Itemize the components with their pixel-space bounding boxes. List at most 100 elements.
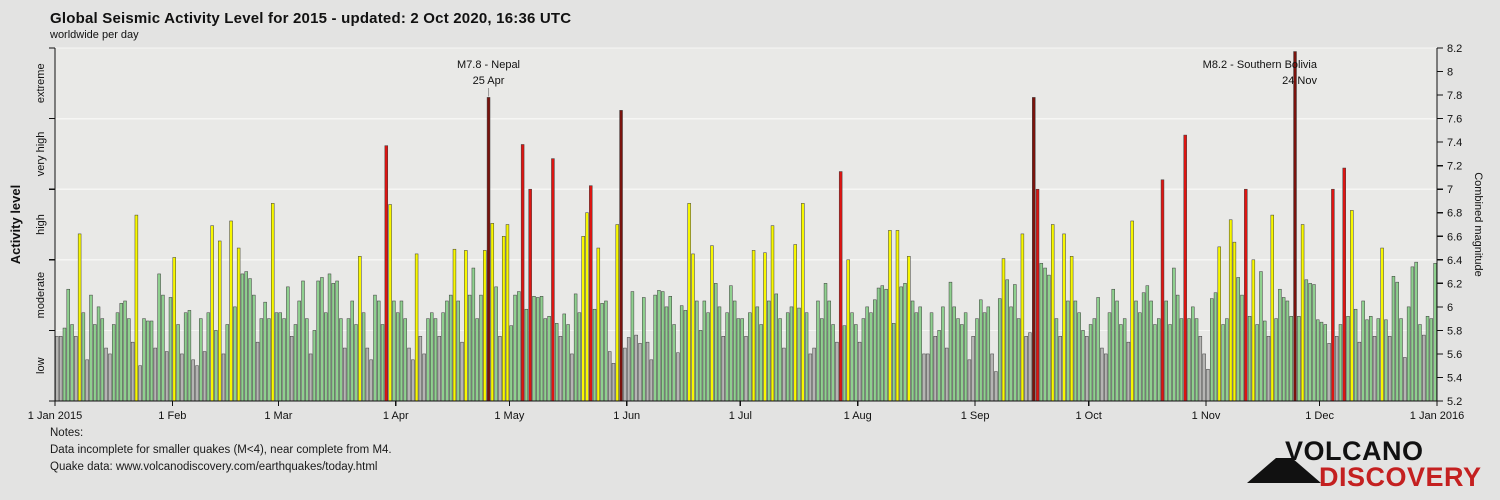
x-tick-label: 1 Feb bbox=[158, 410, 186, 422]
activity-bar bbox=[1334, 336, 1339, 402]
activity-bar bbox=[111, 324, 116, 402]
activity-bar bbox=[626, 337, 631, 402]
activity-bar bbox=[115, 312, 120, 402]
activity-bar bbox=[1240, 294, 1244, 402]
activity-bar bbox=[1164, 300, 1168, 402]
activity-bar bbox=[104, 347, 108, 402]
activity-bar bbox=[77, 233, 82, 402]
activity-bar bbox=[399, 300, 404, 402]
activity-bar bbox=[748, 312, 752, 402]
activity-bar bbox=[286, 286, 290, 402]
activity-bar bbox=[1346, 316, 1350, 402]
page-subtitle: worldwide per day bbox=[50, 29, 139, 41]
activity-bar bbox=[562, 313, 566, 402]
activity-bar bbox=[1047, 274, 1051, 402]
activity-bar bbox=[1130, 220, 1134, 402]
activity-bar bbox=[554, 323, 559, 402]
activity-bar bbox=[944, 347, 949, 402]
activity-bar bbox=[58, 336, 63, 402]
activity-bar bbox=[130, 341, 135, 402]
activity-bar bbox=[218, 240, 222, 402]
activity-bar bbox=[876, 287, 881, 402]
activity-bar bbox=[888, 230, 892, 402]
activity-bar bbox=[619, 110, 623, 402]
activity-bar bbox=[464, 250, 468, 402]
x-tick-label: 1 Jun bbox=[613, 410, 640, 422]
activity-bar bbox=[702, 300, 707, 402]
activity-bar bbox=[1058, 336, 1062, 402]
annotation-line1: M8.2 - Southern Bolivia bbox=[1203, 59, 1318, 71]
activity-bar bbox=[498, 336, 502, 402]
activity-bar bbox=[1013, 284, 1017, 402]
activity-bar bbox=[142, 318, 146, 402]
activity-bar bbox=[1406, 306, 1411, 402]
activity-bar bbox=[180, 353, 184, 402]
activity-bar bbox=[134, 214, 139, 402]
activity-bar bbox=[634, 334, 638, 402]
activity-bar bbox=[354, 324, 358, 402]
activity-bar bbox=[1403, 357, 1407, 402]
activity-bar bbox=[1145, 285, 1150, 402]
right-tick-label: 7 bbox=[1447, 184, 1453, 196]
activity-bar bbox=[967, 359, 972, 402]
activity-bar bbox=[70, 324, 74, 402]
activity-bar bbox=[1051, 224, 1055, 402]
activity-bar bbox=[732, 300, 737, 402]
activity-bar bbox=[820, 318, 824, 402]
activity-bar bbox=[289, 336, 294, 402]
activity-bar bbox=[1183, 134, 1187, 402]
activity-bar bbox=[1372, 336, 1377, 402]
activity-bar bbox=[683, 310, 688, 402]
logo-word-volcano: VOLCANO bbox=[1285, 436, 1424, 466]
activity-bar bbox=[350, 300, 354, 402]
activity-bar bbox=[903, 283, 907, 402]
activity-bar bbox=[630, 291, 635, 402]
activity-bar bbox=[388, 204, 392, 402]
activity-bar bbox=[956, 318, 960, 402]
activity-bar bbox=[62, 327, 67, 402]
activity-bar bbox=[729, 285, 733, 402]
activity-bar bbox=[1066, 300, 1070, 402]
activity-bar bbox=[1104, 353, 1108, 402]
activity-bar bbox=[426, 318, 430, 402]
activity-bar bbox=[324, 312, 328, 402]
activity-bar bbox=[441, 312, 445, 402]
activity-bar bbox=[679, 305, 684, 402]
activity-bar bbox=[1304, 279, 1309, 402]
activity-bar bbox=[414, 253, 419, 402]
activity-bar bbox=[1039, 263, 1044, 402]
activity-bar bbox=[1410, 266, 1415, 402]
activity-bar bbox=[206, 312, 211, 402]
activity-bar bbox=[517, 291, 521, 402]
activity-bar bbox=[267, 318, 271, 402]
activity-bar bbox=[566, 324, 570, 402]
activity-bar bbox=[199, 318, 203, 402]
volcano-icon bbox=[1247, 458, 1321, 483]
activity-bar bbox=[403, 318, 407, 402]
activity-bar bbox=[895, 230, 900, 402]
activity-bar bbox=[539, 296, 544, 402]
activity-bar bbox=[1376, 318, 1381, 402]
activity-bar bbox=[642, 297, 646, 402]
activity-bar bbox=[1289, 316, 1293, 402]
x-tick-label: 1 Sep bbox=[961, 410, 990, 422]
activity-bar bbox=[1293, 51, 1297, 402]
activity-bar bbox=[448, 294, 453, 402]
activity-bar bbox=[1028, 332, 1032, 402]
activity-bar bbox=[672, 324, 676, 402]
activity-bar bbox=[581, 236, 585, 402]
activity-bar bbox=[221, 353, 226, 402]
right-tick-label: 5.2 bbox=[1447, 396, 1462, 408]
right-tick-label: 7.8 bbox=[1447, 90, 1462, 102]
activity-bar bbox=[346, 318, 351, 402]
activity-bar bbox=[1422, 334, 1426, 402]
activity-bar bbox=[119, 303, 123, 402]
activity-bar bbox=[558, 336, 563, 402]
right-tick-label: 8 bbox=[1447, 67, 1453, 79]
activity-bar bbox=[1175, 294, 1180, 402]
activity-bar bbox=[861, 318, 866, 402]
right-tick-label: 8.2 bbox=[1447, 43, 1462, 55]
activity-bar bbox=[1009, 306, 1013, 402]
activity-bar bbox=[509, 325, 513, 402]
activity-bar bbox=[1035, 188, 1040, 402]
